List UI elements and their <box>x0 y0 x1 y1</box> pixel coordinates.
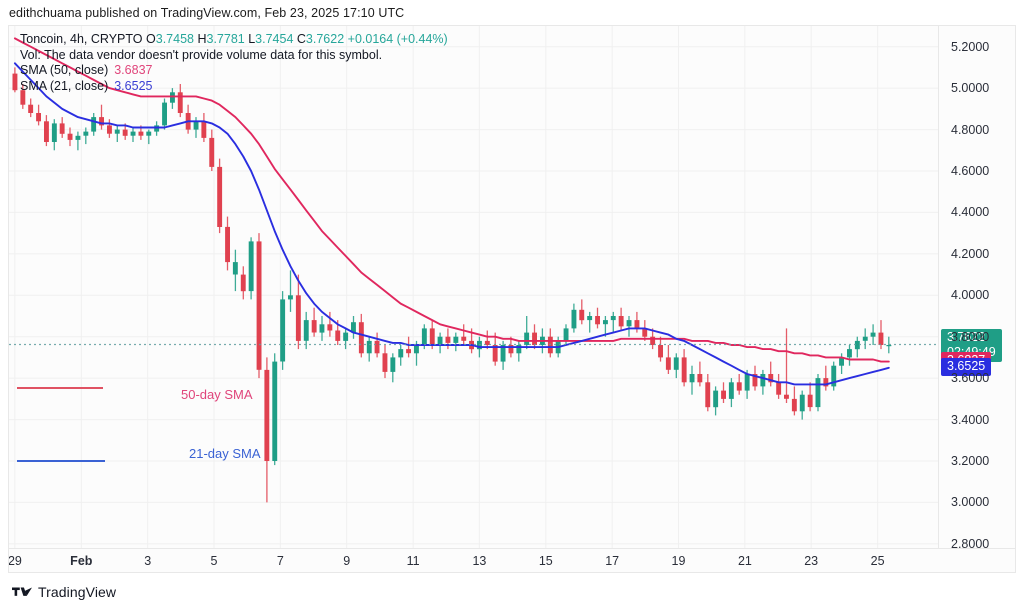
price-tick: 5.2000 <box>951 39 990 54</box>
price-tick: 3.2000 <box>951 454 990 468</box>
price-tick: 4.0000 <box>951 288 990 303</box>
published-byline: edithchuama published on TradingView.com… <box>9 6 405 20</box>
time-tick: 17 <box>605 554 620 568</box>
last-price-value: 3.7622 <box>947 329 986 344</box>
price-axis[interactable]: 3.7622 02:49:49 3.6837 3.6525 5.20005.00… <box>938 26 1015 551</box>
sma21-annotation-line <box>17 460 105 462</box>
time-tick: 3 <box>144 554 152 568</box>
time-axis[interactable]: 29 Feb 3 5 7 9 11 13 15 17 19 21 23 25 <box>9 548 1015 572</box>
time-tick: 15 <box>538 554 553 568</box>
time-tick: 5 <box>210 554 218 568</box>
time-tick: 23 <box>804 554 819 568</box>
price-tick: 2.8000 <box>951 536 990 551</box>
sma50-annotation-line <box>17 387 103 389</box>
time-tick: 11 <box>406 554 420 568</box>
sma21-price-badge: 3.6525 <box>941 358 992 377</box>
time-tick: 7 <box>276 554 284 568</box>
tradingview-logo-icon <box>12 587 32 596</box>
price-tick: 3.6000 <box>951 371 990 386</box>
chart-plot-area[interactable] <box>9 26 938 548</box>
price-tick: 4.4000 <box>951 205 990 220</box>
time-tick: 21 <box>737 554 752 568</box>
price-tick: 4.8000 <box>951 122 990 137</box>
sma50-annotation-label: 50-day SMA <box>181 387 253 402</box>
candlestick-svg <box>9 26 938 548</box>
price-tick: 3.4000 <box>951 412 990 427</box>
price-tick: 4.2000 <box>951 246 990 261</box>
tradingview-logo[interactable]: TradingView <box>12 584 116 600</box>
chart-frame: Toncoin, 4h, CRYPTO O3.7458 H3.7781 L3.7… <box>8 25 1016 573</box>
time-tick: 13 <box>472 554 487 568</box>
price-tick: 4.6000 <box>951 164 990 178</box>
sma21-annotation-label: 21-day SMA <box>189 446 261 461</box>
time-tick: Feb <box>70 554 93 568</box>
price-tick: 5.0000 <box>951 81 990 96</box>
time-tick: 9 <box>343 554 351 568</box>
price-tick: 3.0000 <box>951 495 990 510</box>
time-tick: 25 <box>870 554 885 568</box>
time-tick: 19 <box>671 554 686 568</box>
price-tick: 3.8000 <box>951 329 990 344</box>
tradingview-logo-text: TradingView <box>38 584 117 600</box>
time-tick: 29 <box>8 554 22 568</box>
